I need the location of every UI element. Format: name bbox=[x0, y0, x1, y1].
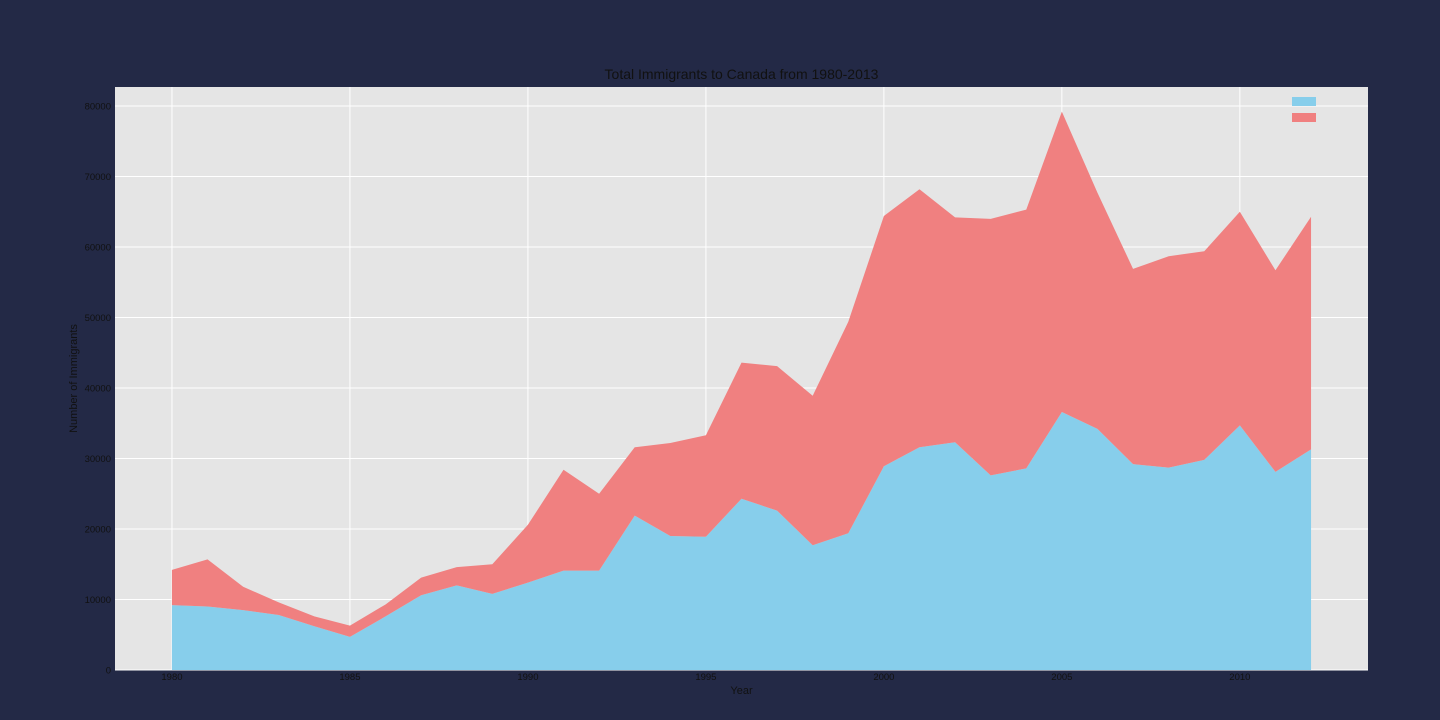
x-tick-label: 1990 bbox=[517, 672, 538, 683]
y-tick-label: 20000 bbox=[85, 525, 111, 536]
y-tick-label: 70000 bbox=[85, 172, 111, 183]
x-tick-label: 2010 bbox=[1229, 672, 1250, 683]
y-tick-label: 30000 bbox=[85, 454, 111, 465]
x-axis-label: Year bbox=[730, 685, 753, 697]
x-tick-label: 1985 bbox=[339, 672, 360, 683]
y-tick-label: 40000 bbox=[85, 384, 111, 395]
legend bbox=[1292, 97, 1316, 122]
x-tick-label: 2000 bbox=[873, 672, 894, 683]
area-series-2 bbox=[171, 111, 1312, 637]
x-tick-label: 1980 bbox=[161, 672, 182, 683]
legend-swatch-1 bbox=[1292, 97, 1316, 106]
y-tick-label: 0 bbox=[106, 666, 111, 677]
y-axis-label: Number of Immigrants bbox=[68, 324, 80, 433]
area-series-1 bbox=[171, 411, 1312, 670]
y-tick-label: 10000 bbox=[85, 595, 111, 606]
y-tick-label: 50000 bbox=[85, 313, 111, 324]
y-tick-label: 80000 bbox=[85, 102, 111, 113]
x-tick-label: 2005 bbox=[1051, 672, 1072, 683]
legend-swatch-2 bbox=[1292, 113, 1316, 122]
tick-labels: 1980 1985 1990 1995 2000 2005 2010 0 10000 20000 3… bbox=[85, 102, 1251, 683]
y-tick-label: 60000 bbox=[85, 243, 111, 254]
area-series-group bbox=[171, 111, 1312, 670]
x-tick-label: 1995 bbox=[695, 672, 716, 683]
chart-title: Total Immigrants to Canada from 1980-201… bbox=[605, 66, 879, 82]
